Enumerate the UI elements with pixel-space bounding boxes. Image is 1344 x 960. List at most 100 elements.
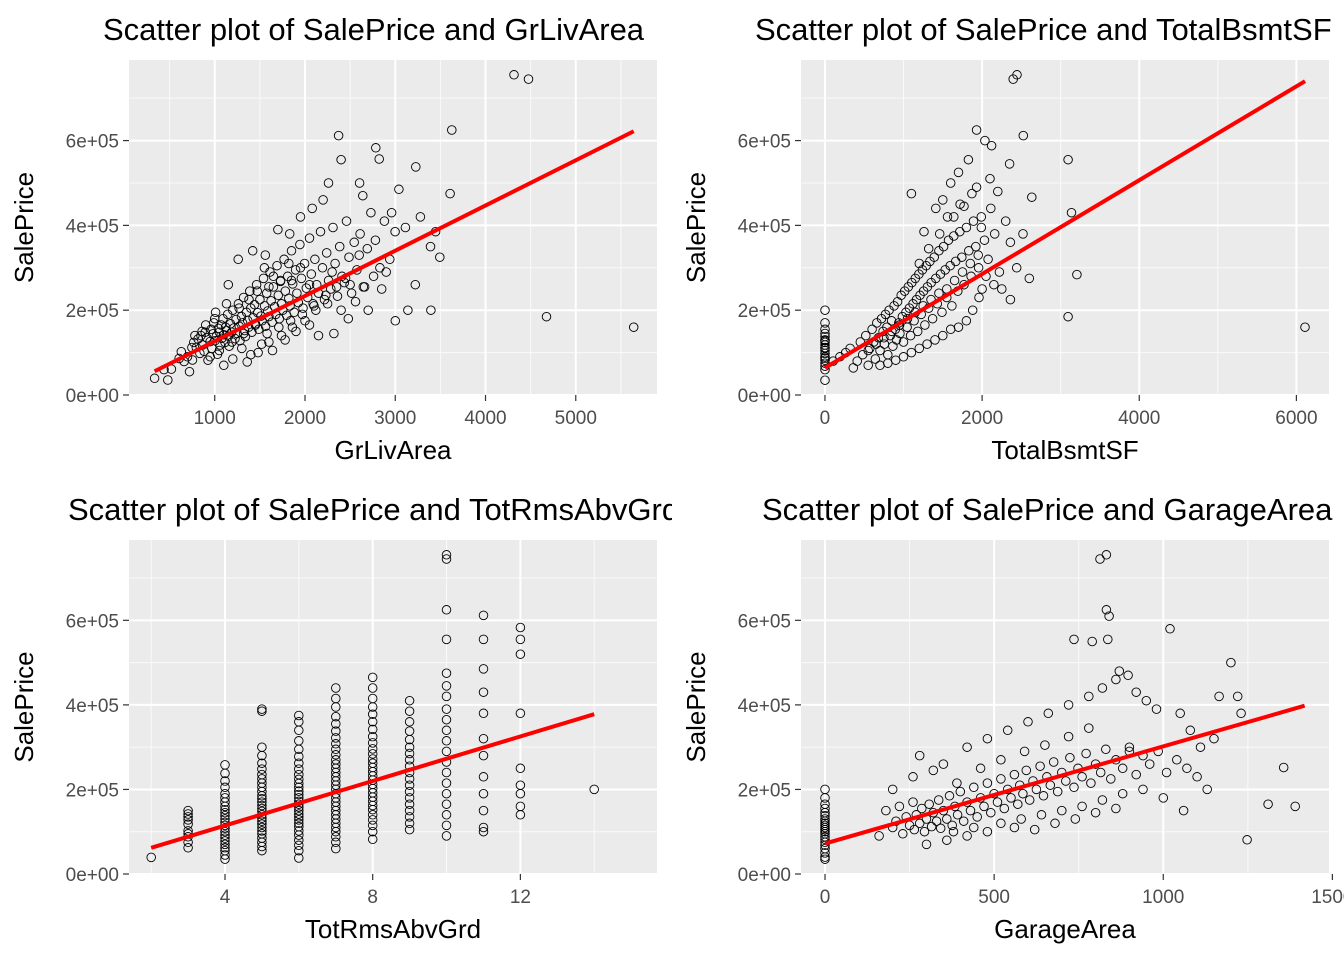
data-point — [973, 250, 983, 260]
data-point — [321, 290, 331, 301]
y-tick-label: 2e+05 — [66, 301, 119, 322]
data-point — [931, 816, 942, 826]
y-tick-label: 0e+00 — [66, 386, 119, 407]
data-point — [386, 207, 397, 218]
y-axis-title: SalePrice — [681, 172, 711, 283]
data-point — [273, 290, 284, 301]
data-point — [285, 316, 296, 326]
data-point — [298, 303, 308, 313]
data-point — [1016, 814, 1026, 824]
data-point — [894, 801, 905, 812]
data-point — [404, 818, 415, 829]
data-point — [367, 683, 378, 693]
data-point — [1103, 634, 1113, 645]
data-point — [867, 324, 877, 335]
x-axis-title: GrLivArea — [334, 435, 452, 465]
data-point — [228, 305, 238, 315]
data-point — [1290, 801, 1300, 812]
data-point — [220, 836, 230, 846]
regression-line — [824, 703, 1306, 846]
data-point — [445, 188, 455, 199]
data-point — [294, 774, 304, 785]
data-point — [1214, 691, 1224, 702]
data-point — [1144, 759, 1155, 769]
data-point — [820, 335, 830, 346]
data-point — [331, 683, 341, 693]
data-point — [952, 778, 962, 788]
data-point — [315, 226, 326, 237]
data-point — [294, 809, 304, 819]
data-point — [1019, 746, 1030, 757]
gridlines — [801, 60, 1329, 396]
data-point — [294, 835, 304, 845]
data-point — [820, 843, 830, 854]
data-point — [367, 826, 378, 837]
data-point — [295, 239, 305, 250]
y-tick-label: 6e+05 — [738, 132, 791, 153]
data-point — [183, 819, 193, 829]
data-point — [820, 345, 830, 356]
data-point — [301, 283, 312, 293]
data-point — [220, 850, 230, 860]
data-point — [354, 250, 364, 260]
data-point — [1192, 772, 1202, 782]
data-point — [1101, 744, 1111, 755]
data-point — [515, 708, 526, 719]
data-point — [996, 818, 1006, 829]
x-tick-label: 5000 — [555, 408, 597, 429]
data-point — [404, 812, 415, 822]
y-tick-label: 4e+05 — [738, 696, 791, 717]
data-point — [274, 322, 284, 332]
data-point — [973, 263, 984, 273]
data-point — [1104, 611, 1114, 621]
data-point — [227, 337, 237, 347]
data-point — [404, 755, 415, 765]
data-point — [1263, 799, 1273, 809]
data-point — [820, 832, 830, 842]
data-point — [1077, 801, 1087, 812]
data-point — [933, 795, 944, 805]
data-point — [163, 375, 173, 385]
data-point — [257, 829, 267, 839]
data-point — [947, 820, 957, 831]
data-point — [1018, 229, 1028, 239]
data-point — [146, 852, 156, 863]
data-point — [367, 693, 378, 704]
data-point — [366, 207, 376, 218]
data-point — [1012, 70, 1022, 80]
data-point — [1070, 814, 1081, 824]
data-point — [220, 830, 230, 840]
data-point — [820, 364, 830, 375]
data-point — [1090, 807, 1101, 818]
data-point — [971, 241, 981, 252]
x-tick-label: 8 — [367, 887, 378, 908]
data-point — [367, 744, 378, 754]
data-point — [515, 763, 526, 774]
data-point — [515, 634, 526, 645]
x-tick-label: 6000 — [1275, 408, 1317, 429]
data-point — [958, 816, 969, 826]
data-point — [968, 216, 979, 226]
data-point — [906, 188, 917, 199]
data-point — [251, 279, 262, 290]
data-point — [294, 853, 304, 863]
data-point — [404, 774, 415, 784]
x-tick-label: 12 — [510, 887, 531, 908]
data-point — [1182, 763, 1192, 774]
data-point — [327, 267, 337, 277]
data-point — [260, 250, 271, 260]
data-point — [441, 550, 452, 560]
data-point — [964, 246, 974, 256]
x-tick-label: 3000 — [374, 408, 416, 429]
data-point — [404, 786, 415, 797]
x-tick-label: 4000 — [464, 408, 506, 429]
data-point — [962, 742, 972, 752]
data-point — [343, 313, 354, 324]
data-point — [370, 235, 381, 245]
data-point — [887, 784, 898, 795]
data-point — [1101, 605, 1112, 615]
x-tick-label: 500 — [978, 887, 1010, 908]
data-point — [345, 279, 355, 290]
data-point — [1158, 793, 1169, 803]
data-point — [441, 778, 452, 788]
